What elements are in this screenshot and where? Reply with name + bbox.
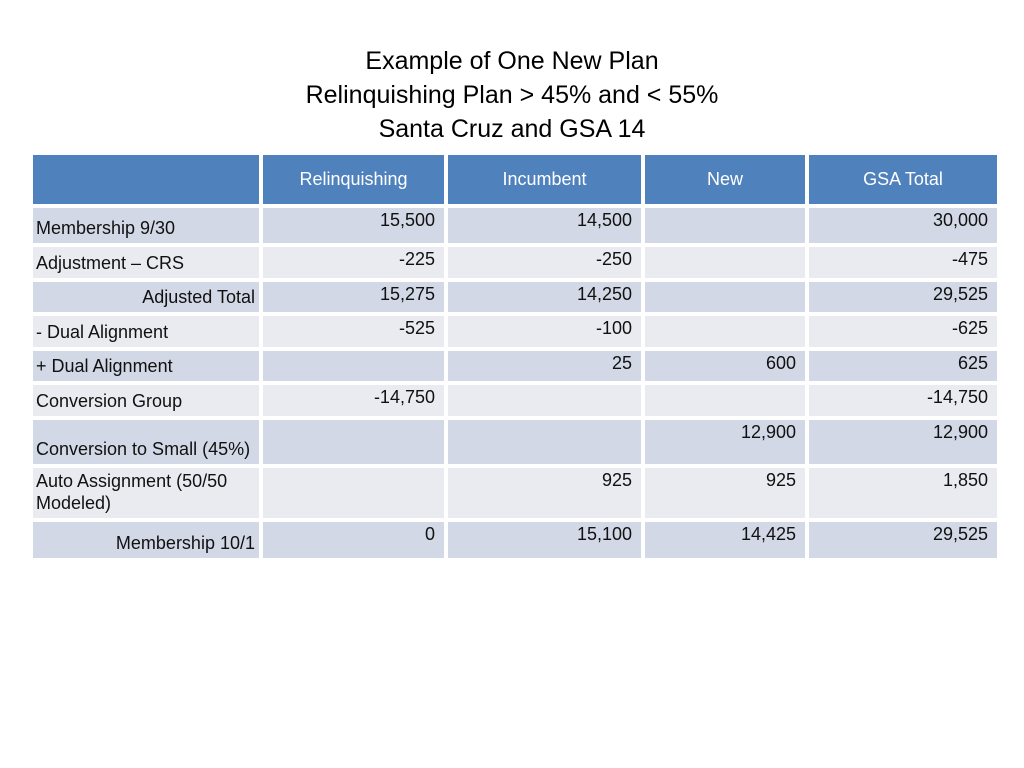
cell-value: -14,750 xyxy=(809,381,997,416)
cell-value: 14,500 xyxy=(448,204,645,243)
row-label: Membership 9/30 xyxy=(33,204,263,243)
table-row: Adjustment – CRS -225 -250 -475 xyxy=(33,243,997,278)
cell-value: 925 xyxy=(645,464,809,518)
cell-value xyxy=(645,312,809,347)
cell-value: 15,500 xyxy=(263,204,448,243)
cell-value xyxy=(263,464,448,518)
column-header-blank xyxy=(33,155,263,204)
row-label: - Dual Alignment xyxy=(33,312,263,347)
cell-value: 15,275 xyxy=(263,278,448,312)
cell-value xyxy=(645,204,809,243)
cell-value: 25 xyxy=(448,347,645,381)
cell-value: 29,525 xyxy=(809,278,997,312)
cell-value: 600 xyxy=(645,347,809,381)
cell-value: 625 xyxy=(809,347,997,381)
slide-title-line-1: Example of One New Plan xyxy=(365,47,659,75)
table-header-row: Relinquishing Incumbent New GSA Total xyxy=(33,155,997,204)
table-row: + Dual Alignment 25 600 625 xyxy=(33,347,997,381)
cell-value: 12,900 xyxy=(809,416,997,464)
row-label: Adjustment – CRS xyxy=(33,243,263,278)
cell-value xyxy=(645,381,809,416)
cell-value: -225 xyxy=(263,243,448,278)
table-row: Auto Assignment (50/50 Modeled) 925 925 1,8… xyxy=(33,464,997,518)
cell-value: -475 xyxy=(809,243,997,278)
row-label: Auto Assignment (50/50 Modeled) xyxy=(33,464,263,518)
table-row: Membership 10/1 0 15,100 14,425 29,525 xyxy=(33,518,997,558)
cell-value xyxy=(645,278,809,312)
cell-value xyxy=(448,416,645,464)
column-header-gsa-total: GSA Total xyxy=(809,155,997,204)
row-label: Membership 10/1 xyxy=(33,518,263,558)
cell-value xyxy=(263,347,448,381)
cell-value: -525 xyxy=(263,312,448,347)
cell-value: -14,750 xyxy=(263,381,448,416)
cell-value: 29,525 xyxy=(809,518,997,558)
cell-value: 30,000 xyxy=(809,204,997,243)
membership-allocation-table: Relinquishing Incumbent New GSA Total Membe… xyxy=(33,155,997,558)
row-label: Adjusted Total xyxy=(33,278,263,312)
cell-value: 12,900 xyxy=(645,416,809,464)
row-label: + Dual Alignment xyxy=(33,347,263,381)
slide-title-line-3: Santa Cruz and GSA 14 xyxy=(378,115,646,143)
cell-value: 14,425 xyxy=(645,518,809,558)
column-header-relinquishing: Relinquishing xyxy=(263,155,448,204)
cell-value: -100 xyxy=(448,312,645,347)
cell-value: 15,100 xyxy=(448,518,645,558)
cell-value: 14,250 xyxy=(448,278,645,312)
table-row: Membership 9/30 15,500 14,500 30,000 xyxy=(33,204,997,243)
cell-value: -625 xyxy=(809,312,997,347)
row-label: Conversion Group xyxy=(33,381,263,416)
table-row: Adjusted Total 15,275 14,250 29,525 xyxy=(33,278,997,312)
cell-value xyxy=(263,416,448,464)
cell-value: 925 xyxy=(448,464,645,518)
cell-value: -250 xyxy=(448,243,645,278)
table-row: Conversion to Small (45%) 12,900 12,900 xyxy=(33,416,997,464)
cell-value: 0 xyxy=(263,518,448,558)
table-row: - Dual Alignment -525 -100 -625 xyxy=(33,312,997,347)
row-label: Conversion to Small (45%) xyxy=(33,416,263,464)
slide-title-line-2: Relinquishing Plan > 45% and < 55% xyxy=(305,81,719,109)
cell-value xyxy=(645,243,809,278)
cell-value xyxy=(448,381,645,416)
slide-title: Example of One New Plan Relinquishing Pl… xyxy=(0,44,1024,146)
column-header-incumbent: Incumbent xyxy=(448,155,645,204)
table-row: Conversion Group -14,750 -14,750 xyxy=(33,381,997,416)
cell-value: 1,850 xyxy=(809,464,997,518)
column-header-new: New xyxy=(645,155,809,204)
